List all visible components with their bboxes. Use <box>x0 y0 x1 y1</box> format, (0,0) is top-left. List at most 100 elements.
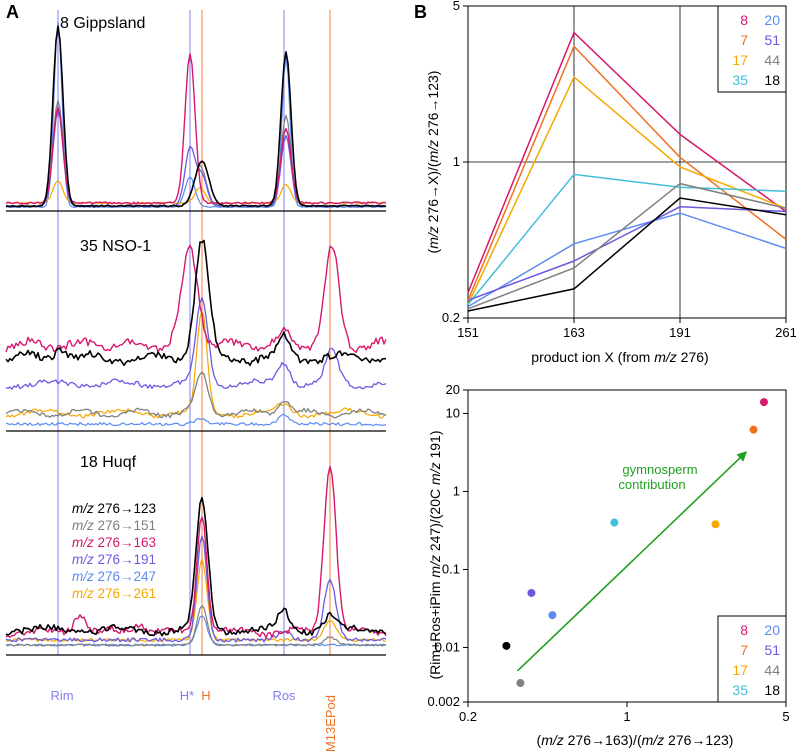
b-bottom-legend-20: 20 <box>764 622 780 638</box>
trace-title-huqf: 18 Huqf <box>80 454 137 471</box>
b-bottom-ylabel-part-1: (Rim+Ros+iPim <box>427 578 443 680</box>
b-bottom-legend-18: 18 <box>764 682 780 698</box>
legend-entry-151: m/z 276→151 <box>72 518 156 533</box>
b-bottom-point-8 <box>759 398 768 407</box>
panel-a-traces <box>5 21 387 656</box>
panel-a: A 8 Gippsland 35 NSO-1 18 Huqf m/z 276→1… <box>5 2 387 751</box>
annotation-line-2: contribution <box>618 477 685 492</box>
b-bottom-xlabel-part-3: 276→163)/( <box>564 732 642 748</box>
trace-gippsland-123 <box>5 25 387 208</box>
trace-nso-247 <box>5 413 387 427</box>
trace-nso-151 <box>5 371 387 419</box>
legend-entry-163-prefix: m/z <box>72 535 94 550</box>
b-top-legend-44: 44 <box>764 52 780 68</box>
b-bottom-point-17 <box>711 520 720 529</box>
trace-title-gippsland: 8 Gippsland <box>60 15 145 32</box>
b-top-ylabel-part-4: m/z <box>425 140 441 163</box>
legend-entry-191-label: 276→191 <box>94 552 156 567</box>
b-top-legend-35: 35 <box>732 72 748 88</box>
b-top-xtick-label-163: 163 <box>563 325 585 340</box>
b-bottom-ylabel-part-2: m/z <box>427 555 443 578</box>
trace-nso-123 <box>5 239 386 367</box>
b-top-legend-7: 7 <box>740 32 748 48</box>
b-top-ylabel-part-1: ( <box>425 248 441 253</box>
b-top-legend-20: 20 <box>764 12 780 28</box>
b-top-ylabel-part-3: 276→X)/( <box>425 162 441 226</box>
b-bottom-point-35 <box>610 518 619 527</box>
b-top-series-7 <box>467 44 787 301</box>
marker-label-hstar: H* <box>180 688 194 703</box>
trace-huqf-123 <box>5 496 387 637</box>
b-top-legend-51: 51 <box>764 32 780 48</box>
legend-entry-123: m/z 276→123 <box>72 501 156 516</box>
b-top-xtick-label-191: 191 <box>669 325 691 340</box>
b-bottom-legend-box <box>717 615 787 703</box>
trace-gippsland-247 <box>5 21 387 209</box>
b-top-series-18 <box>467 197 787 312</box>
b-bottom-xlabel-part-5: 276→123) <box>664 732 733 748</box>
b-top-series-20 <box>467 212 787 308</box>
b-bottom-point-18 <box>502 641 511 650</box>
legend-entry-123-label: 276→123 <box>94 501 156 516</box>
legend-entry-123-prefix: m/z <box>72 501 94 516</box>
legend-entry-151-prefix: m/z <box>72 518 94 533</box>
b-top-series-35 <box>467 173 787 305</box>
b-top-ylabel-part-2: m/z <box>425 226 441 249</box>
b-bottom-xlabel: (m/z 276→163)/(m/z 276→123) <box>537 732 734 748</box>
b-bottom-point-7 <box>749 425 758 434</box>
b-bottom-ylabel-part-3: 247)/(20C <box>427 485 443 555</box>
panel-a-reference-lines <box>57 10 331 655</box>
legend-entry-191: m/z 276→191 <box>72 552 156 567</box>
b-bottom-ytick-label-1: 1 <box>453 483 460 498</box>
trace-nso-191 <box>5 297 387 390</box>
legend-entry-163: m/z 276→163 <box>72 535 156 550</box>
b-bottom-ylabel: (Rim+Ros+iPim m/z 247)/(20C m/z 191) <box>427 431 443 680</box>
b-top-xtick-label-151: 151 <box>457 325 479 340</box>
marker-label-8m13epod: 8M13EPod <box>323 695 338 751</box>
b-bottom-point-51 <box>527 588 536 597</box>
b-bottom-xlabel-part-4: m/z <box>642 732 665 748</box>
b-bottom-ylabel-part-4: m/z <box>427 462 443 485</box>
b-top-legend-18: 18 <box>764 72 780 88</box>
legend-entry-261: m/z 276→261 <box>72 586 156 601</box>
b-top-ytick-label-5: 5 <box>453 0 460 13</box>
b-bottom-ytick-label-10: 10 <box>446 405 460 420</box>
b-top-series-17 <box>467 75 787 305</box>
b-top-ytick-label-1: 1 <box>453 154 460 169</box>
legend-entry-247: m/z 276→247 <box>72 569 156 584</box>
trace-gippsland-261 <box>5 180 387 205</box>
b-bottom-xtick-label-1: 1 <box>623 709 630 724</box>
b-bottom-legend-44: 44 <box>764 662 780 678</box>
legend-entry-247-prefix: m/z <box>72 569 94 584</box>
b-bottom-ytick-label-0.1: 0.1 <box>442 561 460 576</box>
legend-entry-163-label: 276→163 <box>94 535 156 550</box>
marker-label-rim: Rim <box>50 688 73 703</box>
b-bottom-ytick-label-0.01: 0.01 <box>435 639 460 654</box>
b-bottom-legend-8: 8 <box>740 622 748 638</box>
b-bottom-legend-17: 17 <box>732 662 748 678</box>
b-bottom-xtick-label-5: 5 <box>782 709 789 724</box>
annotation-line-1: gymnosperm <box>622 462 697 477</box>
marker-label-h: H <box>201 688 210 703</box>
panel-a-legend: m/z 276→123 m/z 276→151 m/z 276→163 m/z … <box>72 501 156 601</box>
legend-entry-261-prefix: m/z <box>72 586 94 601</box>
b-top-xtick-label-261: 261 <box>775 325 796 340</box>
b-top-legend-17: 17 <box>732 52 748 68</box>
b-top-xlabel-part-1: product ion X (from <box>531 349 654 365</box>
marker-label-ros: Ros <box>272 688 296 703</box>
b-bottom-legend-35: 35 <box>732 682 748 698</box>
b-bottom-xtick-label-0.2: 0.2 <box>459 709 477 724</box>
legend-entry-247-label: 276→247 <box>94 569 156 584</box>
trace-title-nso: 35 NSO-1 <box>80 238 151 255</box>
b-bottom-ylabel-part-5: 191) <box>427 431 443 463</box>
b-bottom-ytick-label-20: 20 <box>446 382 460 397</box>
trace-huqf-191 <box>5 535 387 643</box>
trace-huqf-151 <box>5 605 387 647</box>
panel-b-bottom-plot: 0.002 0.01 0.1 1 10 20 0.2 1 5 8 20 7 51 17 44 35 18 <box>427 382 789 724</box>
legend-entry-151-label: 276→151 <box>94 518 156 533</box>
b-top-legend-8: 8 <box>740 12 748 28</box>
panel-b-bottom: 0.002 0.01 0.1 1 10 20 0.2 1 5 8 20 7 51 17 44 35 18 (Ri… <box>427 382 790 748</box>
b-bottom-point-20 <box>548 611 557 620</box>
b-top-ylabel: (m/z 276→X)/(m/z 276→123) <box>425 71 441 254</box>
